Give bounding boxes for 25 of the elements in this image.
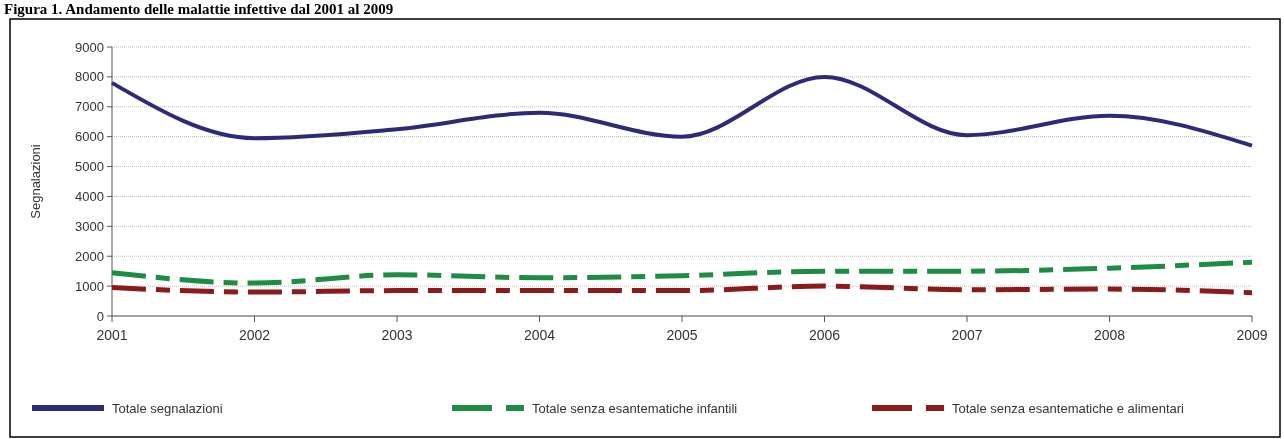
y-tick-label: 0	[96, 308, 104, 324]
y-tick-label: 8000	[75, 69, 104, 85]
legend-label: Totale segnalazioni	[112, 400, 223, 416]
x-tick-label: 2001	[96, 327, 128, 343]
y-tick-label: 6000	[75, 129, 104, 145]
y-tick-label: 1000	[75, 278, 104, 294]
x-tick-label: 2007	[951, 327, 983, 343]
legend-label: Totale senza esantematiche e alimentari	[952, 400, 1185, 416]
y-axis-title: Segnalazioni	[28, 144, 43, 219]
chart-title: Figura 1. Andamento delle malattie infettive dal 2001 al 2009	[4, 1, 394, 17]
x-tick-label: 2006	[808, 327, 841, 343]
x-tick-label: 2009	[1236, 327, 1268, 343]
legend-label: Totale senza esantematiche infantili	[532, 400, 738, 416]
y-tick-label: 2000	[75, 248, 104, 264]
y-tick-label: 5000	[75, 159, 104, 175]
x-tick-label: 2004	[523, 327, 556, 343]
x-tick-label: 2005	[666, 327, 698, 343]
y-tick-label: 9000	[75, 39, 104, 55]
line-series	[110, 74, 1254, 148]
x-tick-label: 2002	[238, 327, 271, 343]
y-tick-label: 4000	[75, 188, 104, 204]
x-tick-label: 2003	[381, 327, 413, 343]
y-tick-label: 3000	[75, 218, 104, 234]
x-tick-label: 2008	[1093, 327, 1126, 343]
y-tick-label: 7000	[75, 99, 104, 115]
